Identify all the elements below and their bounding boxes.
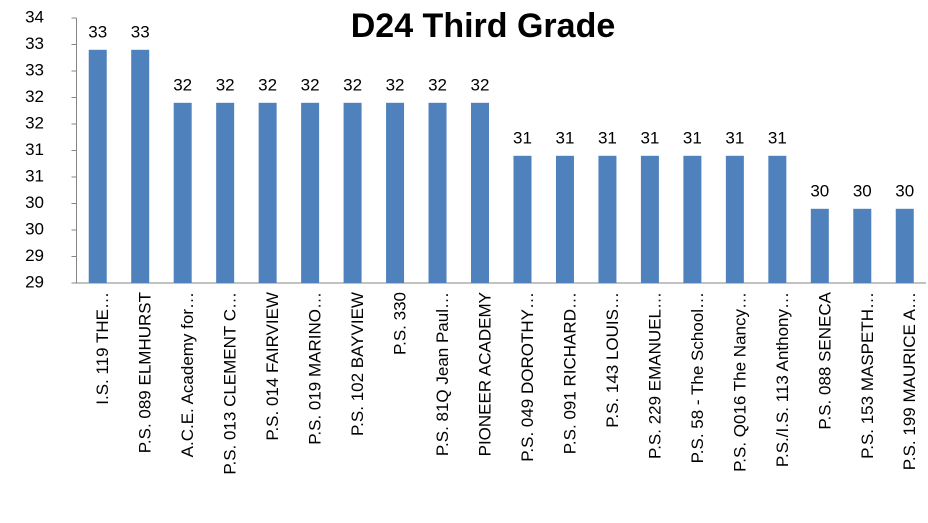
x-tick-label: PIONEER ACADEMY — [475, 292, 494, 456]
bar — [895, 208, 914, 283]
bar — [343, 102, 362, 283]
data-label: 31 — [725, 128, 744, 147]
y-tick-label: 29 — [25, 272, 44, 291]
data-label: 33 — [88, 22, 107, 41]
x-tick-label: P.S. 81Q Jean Paul… — [433, 292, 452, 456]
bar — [386, 102, 405, 283]
bar — [301, 102, 320, 283]
data-label: 32 — [301, 75, 320, 94]
data-label: 32 — [428, 75, 447, 94]
x-tick-label: P.S./I.S. 113 Anthony… — [773, 292, 792, 467]
data-label: 30 — [895, 181, 914, 200]
data-label: 31 — [556, 128, 575, 147]
x-tick-label: P.S. 091 RICHARD… — [560, 292, 579, 454]
data-label: 33 — [131, 22, 150, 41]
data-label: 32 — [386, 75, 405, 94]
x-tick-label: P.S. 229 EMANUEL… — [645, 292, 664, 459]
data-label: 31 — [513, 128, 532, 147]
data-label: 31 — [768, 128, 787, 147]
bar — [768, 155, 787, 283]
bar — [428, 102, 447, 283]
data-label: 32 — [343, 75, 362, 94]
chart-title: D24 Third Grade — [351, 7, 616, 45]
bar — [640, 155, 659, 283]
x-tick-label: P.S. 088 SENECA — [815, 291, 834, 429]
bar — [683, 155, 702, 283]
bar — [131, 49, 150, 283]
data-label: 32 — [471, 75, 490, 94]
x-tick-label: P.S. 089 ELMHURST — [136, 292, 155, 453]
bar — [513, 155, 532, 283]
x-tick-label: P.S. 153 MASPETH… — [858, 292, 877, 459]
y-tick-label: 29 — [25, 246, 44, 265]
data-label: 30 — [853, 181, 872, 200]
y-tick-label: 30 — [25, 219, 44, 238]
y-tick-label: 32 — [25, 113, 44, 132]
data-label: 32 — [216, 75, 235, 94]
bar — [216, 102, 235, 283]
y-tick-label: 32 — [25, 87, 44, 106]
x-tick-label: P.S. 330 — [391, 292, 410, 355]
x-tick-label: P.S. 014 FAIRVIEW — [263, 292, 282, 441]
bar — [598, 155, 617, 283]
bar — [173, 102, 192, 283]
bar — [725, 155, 744, 283]
x-tick-label: A.C.E. Academy for… — [178, 292, 197, 457]
data-label: 31 — [640, 128, 659, 147]
x-tick-label: P.S. 049 DOROTHY… — [518, 292, 537, 462]
y-tick-label: 33 — [25, 60, 44, 79]
y-tick-label: 33 — [25, 34, 44, 53]
x-tick-label: P.S. 013 CLEMENT C… — [221, 292, 240, 475]
x-tick-label: P.S. 143 LOUIS… — [603, 292, 622, 428]
bar — [258, 102, 277, 283]
x-tick-label: P.S. 019 MARINO… — [306, 292, 325, 445]
y-tick-label: 34 — [25, 7, 44, 26]
bar — [555, 155, 574, 283]
x-tick-label: P.S. Q016 The Nancy… — [730, 292, 749, 472]
x-tick-label: I.S. 119 THE… — [93, 292, 112, 405]
bar — [810, 208, 829, 283]
x-tick-label: P.S. 58 - The School… — [688, 292, 707, 463]
data-label: 32 — [173, 75, 192, 94]
data-label: 30 — [810, 181, 829, 200]
data-label: 31 — [598, 128, 617, 147]
y-tick-label: 31 — [25, 166, 44, 185]
data-label: 32 — [258, 75, 277, 94]
y-tick-label: 31 — [25, 140, 44, 159]
x-tick-label: P.S. 102 BAYVIEW — [348, 292, 367, 436]
bar — [88, 49, 107, 283]
bar — [853, 208, 872, 283]
data-label: 31 — [683, 128, 702, 147]
bar — [471, 102, 490, 283]
y-tick-label: 30 — [25, 193, 44, 212]
x-tick-label: P.S. 199 MAURICE A… — [900, 292, 919, 470]
